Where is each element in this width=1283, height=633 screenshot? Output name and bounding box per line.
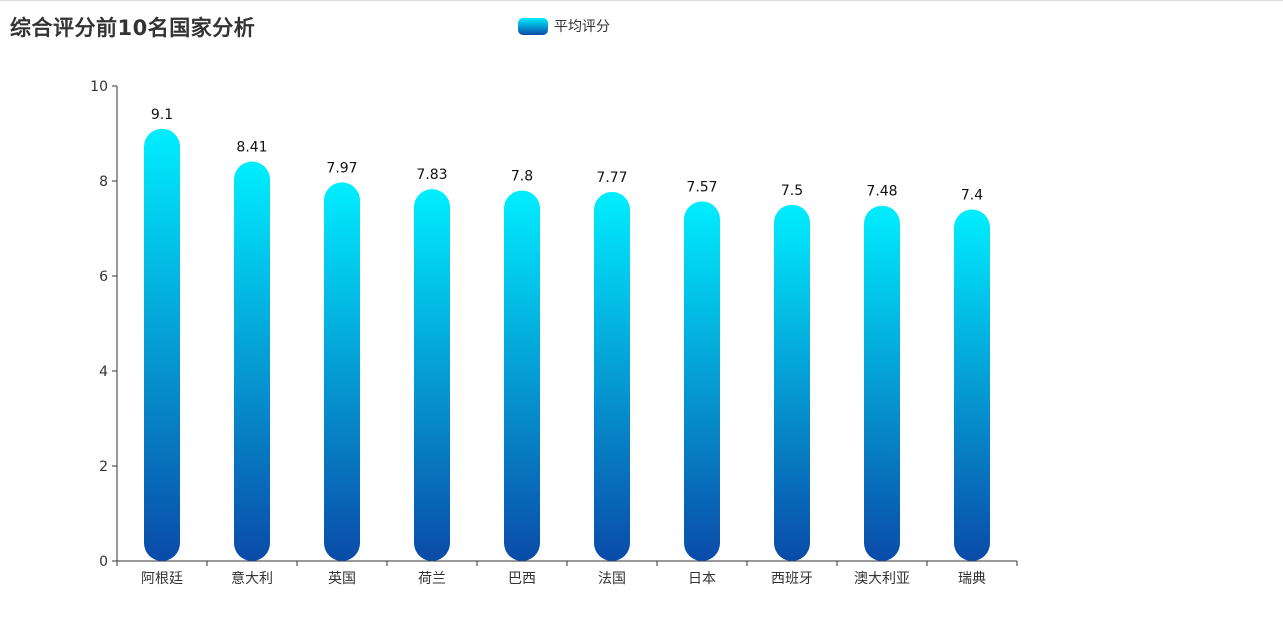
y-tick-label: 0 (99, 554, 108, 570)
bar-value-label: 9.1 (151, 107, 173, 123)
axes: 0 2 4 6 8 10 阿根廷 意大利 英国 荷兰 巴西 法国 日本 西班牙 澳大利亚 瑞典 (90, 79, 1018, 587)
y-tick-label: 8 (99, 174, 108, 190)
bar-value-label: 8.41 (236, 140, 267, 156)
bar[interactable] (144, 128, 180, 561)
bar[interactable] (684, 201, 720, 562)
x-tick-label: 意大利 (231, 570, 273, 587)
bar-value-label: 7.4 (961, 188, 983, 204)
legend-swatch[interactable] (518, 17, 548, 35)
x-tick-label: 法国 (598, 571, 626, 587)
x-tick-label: 阿根廷 (141, 571, 183, 587)
legend[interactable]: 平均评分 (518, 16, 610, 36)
bar-value-label: 7.83 (416, 167, 447, 183)
bar[interactable] (774, 204, 810, 561)
bar[interactable] (864, 205, 900, 561)
bar-value-label: 7.77 (596, 170, 627, 186)
bar[interactable] (414, 189, 450, 561)
bar-value-label: 7.57 (686, 179, 717, 195)
x-tick-label: 西班牙 (771, 571, 813, 587)
x-tick-label: 日本 (688, 571, 716, 587)
y-tick-label: 10 (90, 79, 108, 95)
x-tick-label: 澳大利亚 (854, 571, 910, 587)
labels: 9.1 8.41 7.97 7.83 7.8 7.77 7.57 7.5 7.48 7.4 (151, 107, 983, 204)
x-tick-label: 瑞典 (958, 571, 986, 587)
x-tick-label: 英国 (328, 570, 356, 587)
x-tick-label: 荷兰 (418, 571, 446, 587)
top-rule (0, 0, 1283, 1)
y-tick-label: 6 (99, 269, 108, 285)
x-tick-label: 巴西 (508, 571, 536, 587)
bar[interactable] (324, 182, 360, 562)
bar[interactable] (954, 209, 990, 562)
legend-label[interactable]: 平均评分 (554, 19, 610, 35)
bar-value-label: 7.8 (511, 169, 533, 185)
bar-value-label: 7.97 (326, 160, 357, 176)
bar[interactable] (234, 161, 270, 561)
bar-value-label: 7.5 (781, 183, 803, 199)
bar[interactable] (594, 191, 630, 562)
bars (144, 128, 990, 562)
y-tick-label: 2 (99, 459, 108, 475)
chart-title: 综合评分前10名国家分析 (10, 16, 256, 40)
bar-value-label: 7.48 (866, 184, 897, 200)
y-tick-label: 4 (99, 364, 108, 380)
bar[interactable] (504, 190, 540, 562)
